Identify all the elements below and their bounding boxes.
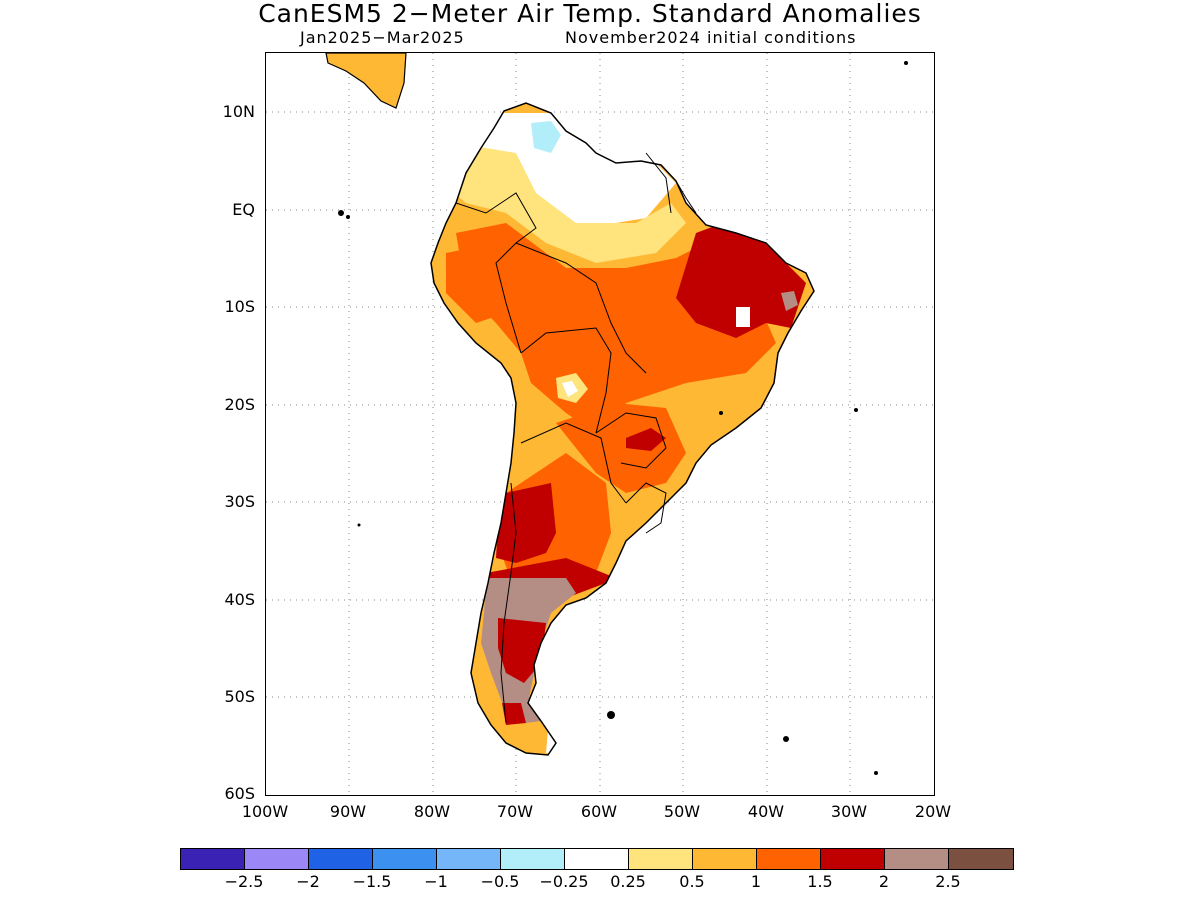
light-yellow-north (441, 143, 686, 263)
country-borders (455, 152, 697, 724)
coastlines (430, 102, 815, 756)
map-title: CanESM5 2−Meter Air Temp. Standard Anoma… (258, 0, 922, 28)
dark-red-andes (496, 483, 556, 563)
near-zero-northeast-cell (736, 307, 750, 327)
initial-conditions-label: November2024 initial conditions (565, 28, 857, 47)
lon-tick-label: 20W (914, 802, 952, 821)
orange-central (556, 403, 686, 493)
colorbar-swatch (885, 849, 949, 869)
colorbar-swatch (629, 849, 693, 869)
colorbar-label: −2 (296, 872, 320, 891)
lat-tick-label: 50S (224, 687, 255, 706)
lat-tick-label: 10S (224, 297, 255, 316)
colorbar-swatch (373, 849, 437, 869)
colorbar-label: 1 (750, 872, 762, 891)
lon-tick-label: 90W (329, 802, 367, 821)
colorbar-swatch (181, 849, 245, 869)
colorbar-label: 2.5 (935, 872, 961, 891)
colorbar-label: 2 (878, 872, 890, 891)
dark-red-paraguay (626, 428, 666, 451)
colorbar-swatch (437, 849, 501, 869)
colorbar-swatch (565, 849, 629, 869)
colorbar-label: 1.5 (807, 872, 833, 891)
colorbar-swatch (757, 849, 821, 869)
islands (338, 61, 908, 775)
dark-red-northeast (676, 218, 806, 338)
colorbar-label: 0.5 (679, 872, 705, 891)
near-zero-central (562, 381, 578, 397)
season-label: Jan2025−Mar2025 (300, 28, 465, 47)
map-panel (265, 52, 935, 796)
lon-tick-label: 60W (580, 802, 618, 821)
light-blue-patch (531, 121, 561, 153)
lat-tick-label: 60S (224, 784, 255, 803)
colorbar-label: 0.25 (610, 872, 646, 891)
lon-tick-label: 40W (747, 802, 785, 821)
central-america-anomaly (325, 53, 407, 109)
mauve-northeast (781, 291, 798, 311)
lon-tick-label: 50W (663, 802, 701, 821)
lat-tick-label: EQ (232, 200, 255, 219)
lon-tick-label: 100W (241, 802, 289, 821)
colorbar-swatch (245, 849, 309, 869)
colorbar-swatch (309, 849, 373, 869)
lat-tick-label: 40S (224, 590, 255, 609)
colorbar-swatch (693, 849, 757, 869)
lon-tick-label: 80W (413, 802, 451, 821)
colorbar-label: −1.5 (352, 872, 392, 891)
dark-red-tierra (502, 703, 526, 725)
colorbar (180, 848, 1014, 870)
colorbar-label: −0.5 (480, 872, 520, 891)
colorbar-swatch (821, 849, 885, 869)
lon-tick-label: 30W (830, 802, 868, 821)
lat-tick-label: 10N (222, 102, 255, 121)
lon-tick-label: 70W (496, 802, 534, 821)
lat-tick-label: 20S (224, 395, 255, 414)
colorbar-label: −0.25 (539, 872, 589, 891)
colorbar-label: −1 (424, 872, 448, 891)
lat-tick-label: 30S (224, 492, 255, 511)
colorbar-label: −2.5 (224, 872, 264, 891)
colorbar-swatch (949, 849, 1013, 869)
anomaly-map (266, 53, 934, 795)
colorbar-swatch (501, 849, 565, 869)
